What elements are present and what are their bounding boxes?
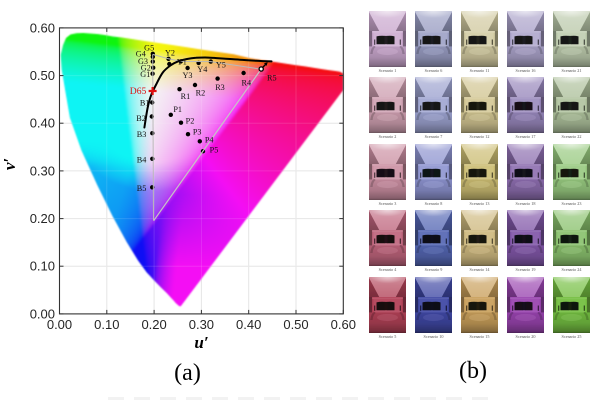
svg-text:B4: B4 [137, 155, 147, 164]
svg-text:G1: G1 [140, 70, 150, 79]
svg-text:G4: G4 [136, 50, 146, 59]
svg-text:D65: D65 [130, 86, 147, 97]
svg-text:Y3: Y3 [182, 71, 192, 80]
svg-text:0.10: 0.10 [30, 259, 55, 274]
svg-text:0.50: 0.50 [30, 68, 55, 83]
svg-text:P5: P5 [210, 145, 219, 154]
svg-text:R4: R4 [242, 78, 252, 87]
svg-text:Y4: Y4 [197, 65, 207, 74]
svg-text:P3: P3 [193, 127, 202, 136]
svg-text:0.40: 0.40 [236, 317, 261, 332]
svg-text:P4: P4 [205, 135, 214, 144]
svg-text:G2: G2 [141, 64, 151, 73]
svg-text:0.40: 0.40 [30, 116, 55, 131]
svg-text:Y5: Y5 [216, 61, 226, 70]
svg-text:B2: B2 [136, 114, 146, 123]
svg-text:P1: P1 [173, 105, 182, 114]
svg-text:B5: B5 [137, 184, 147, 193]
svg-text:G3: G3 [138, 57, 148, 66]
svg-text:0.20: 0.20 [141, 317, 166, 332]
svg-text:0.00: 0.00 [30, 306, 55, 321]
svg-text:P2: P2 [186, 116, 195, 125]
svg-text:R5: R5 [267, 73, 277, 82]
svg-text:B1: B1 [140, 98, 150, 107]
svg-text:(a): (a) [174, 360, 201, 386]
svg-text:R1: R1 [181, 92, 191, 101]
svg-text:(b): (b) [459, 358, 487, 384]
svg-text:G5: G5 [144, 44, 154, 53]
svg-text:R2: R2 [196, 89, 206, 98]
svg-text:0.60: 0.60 [331, 317, 356, 332]
svg-text:0.20: 0.20 [30, 211, 55, 226]
svg-text:0.00: 0.00 [47, 317, 72, 332]
svg-text:0.30: 0.30 [30, 163, 55, 178]
svg-text:B3: B3 [137, 130, 147, 139]
svg-text:0.30: 0.30 [189, 317, 214, 332]
svg-text:R3: R3 [215, 83, 225, 92]
svg-text:u′: u′ [194, 333, 208, 352]
svg-text:0.10: 0.10 [94, 317, 119, 332]
svg-text:0.50: 0.50 [283, 317, 308, 332]
svg-text:0.60: 0.60 [30, 20, 55, 35]
svg-text:Y1: Y1 [177, 57, 187, 66]
svg-text:Y2: Y2 [165, 49, 175, 58]
svg-text:v′: v′ [0, 158, 19, 170]
